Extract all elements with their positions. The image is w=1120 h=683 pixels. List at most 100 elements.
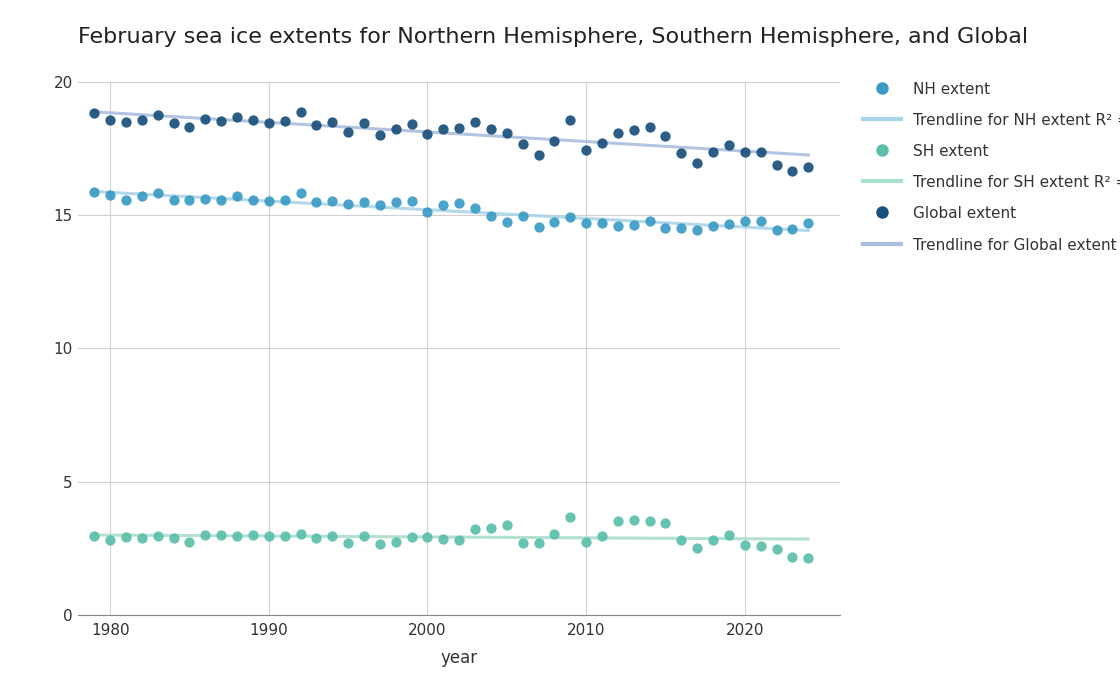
Point xyxy=(752,147,769,158)
Point xyxy=(260,531,278,542)
Point xyxy=(291,528,309,539)
Point xyxy=(720,139,738,150)
Point xyxy=(530,222,548,233)
Point xyxy=(784,224,802,235)
Point xyxy=(196,194,214,205)
Point xyxy=(339,126,357,137)
Point xyxy=(767,224,785,235)
Point xyxy=(545,136,563,147)
Point xyxy=(530,538,548,548)
Point xyxy=(355,117,373,128)
Point xyxy=(609,221,627,232)
Point xyxy=(355,196,373,207)
Point xyxy=(339,199,357,210)
Point xyxy=(767,544,785,555)
X-axis label: year: year xyxy=(440,649,478,667)
Point xyxy=(403,118,421,129)
Point xyxy=(704,147,722,158)
Point xyxy=(149,109,167,120)
Point xyxy=(736,540,754,551)
Point xyxy=(672,223,690,234)
Point xyxy=(514,538,532,548)
Point xyxy=(165,117,183,128)
Point xyxy=(656,222,674,233)
Point xyxy=(641,215,659,226)
Point xyxy=(561,114,579,125)
Point xyxy=(213,530,231,541)
Point xyxy=(545,216,563,227)
Point xyxy=(450,534,468,545)
Point xyxy=(291,188,309,199)
Point xyxy=(514,210,532,221)
Legend: NH extent, Trendline for NH extent R² = 0.814, SH extent, Trendline for SH exten: NH extent, Trendline for NH extent R² = … xyxy=(862,82,1120,253)
Point xyxy=(498,128,516,139)
Point xyxy=(260,195,278,206)
Point xyxy=(228,191,246,201)
Point xyxy=(435,124,452,135)
Point xyxy=(689,158,707,169)
Point xyxy=(577,537,595,548)
Point xyxy=(466,117,484,128)
Point xyxy=(371,539,389,550)
Point xyxy=(800,218,818,229)
Point xyxy=(85,107,103,118)
Point xyxy=(386,124,404,135)
Point xyxy=(482,210,500,221)
Point xyxy=(371,200,389,211)
Point xyxy=(656,518,674,529)
Point xyxy=(736,146,754,157)
Point xyxy=(545,529,563,540)
Point xyxy=(196,529,214,540)
Point xyxy=(625,514,643,525)
Point xyxy=(276,195,293,206)
Point xyxy=(213,115,231,126)
Point xyxy=(609,127,627,138)
Point xyxy=(594,530,612,541)
Point xyxy=(767,159,785,170)
Point xyxy=(466,523,484,534)
Point xyxy=(149,531,167,542)
Point xyxy=(450,198,468,209)
Point xyxy=(276,531,293,542)
Point xyxy=(641,122,659,133)
Point xyxy=(101,115,119,126)
Point xyxy=(308,532,326,543)
Point xyxy=(514,138,532,149)
Point xyxy=(672,148,690,158)
Point xyxy=(165,533,183,544)
Point xyxy=(720,529,738,540)
Point xyxy=(403,532,421,543)
Point xyxy=(594,217,612,228)
Point xyxy=(133,114,151,125)
Point xyxy=(276,116,293,127)
Point xyxy=(704,221,722,232)
Point xyxy=(196,113,214,124)
Point xyxy=(85,530,103,541)
Point xyxy=(403,195,421,206)
Point xyxy=(800,161,818,172)
Point xyxy=(435,199,452,210)
Point xyxy=(149,188,167,199)
Point xyxy=(228,531,246,542)
Point xyxy=(118,195,136,206)
Point xyxy=(118,532,136,543)
Point xyxy=(419,206,437,217)
Point xyxy=(324,530,342,541)
Point xyxy=(308,120,326,130)
Point xyxy=(355,531,373,542)
Point xyxy=(419,531,437,542)
Point xyxy=(641,515,659,526)
Point xyxy=(228,112,246,123)
Point xyxy=(371,130,389,141)
Point xyxy=(291,107,309,117)
Point xyxy=(260,117,278,128)
Point xyxy=(704,535,722,546)
Point xyxy=(498,217,516,228)
Point xyxy=(752,540,769,551)
Point xyxy=(466,202,484,213)
Point xyxy=(180,537,198,548)
Point xyxy=(244,194,262,205)
Point xyxy=(594,138,612,149)
Point xyxy=(213,195,231,206)
Point xyxy=(784,166,802,177)
